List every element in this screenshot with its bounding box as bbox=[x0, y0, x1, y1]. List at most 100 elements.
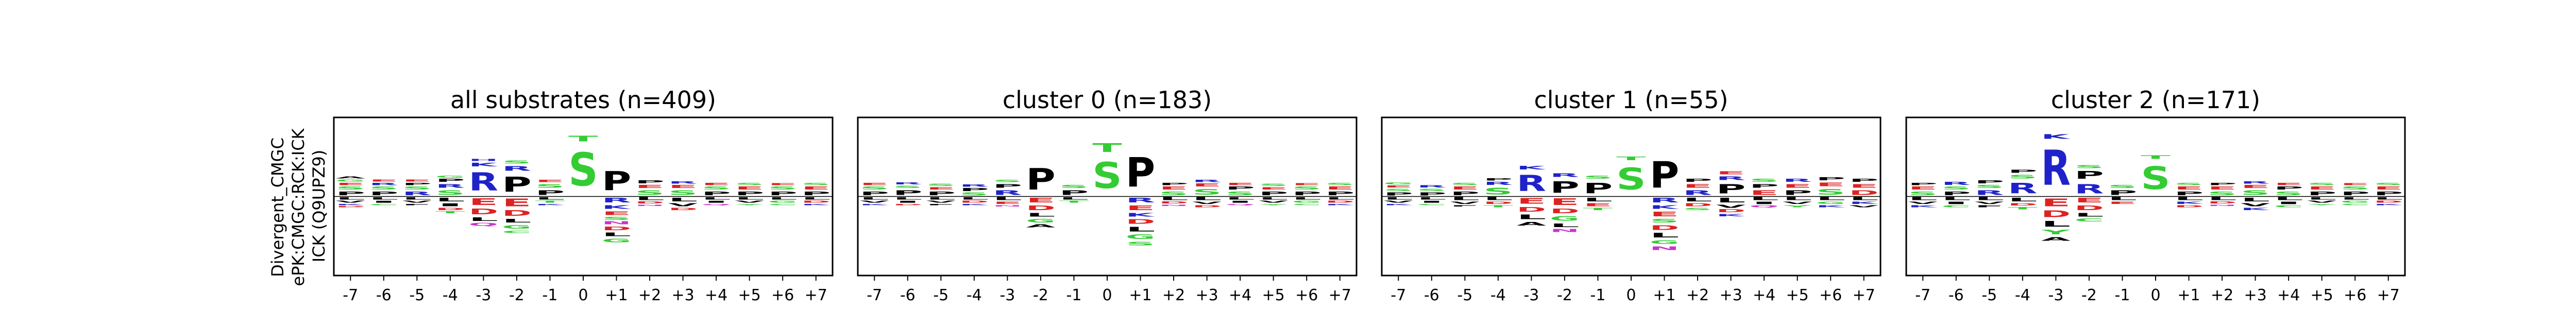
logo-letter: L bbox=[469, 216, 498, 222]
logo-letter: N bbox=[602, 221, 631, 226]
logo-letter: S bbox=[893, 185, 922, 188]
logo-letter: S bbox=[602, 216, 631, 221]
logo-letter: S bbox=[1159, 191, 1188, 197]
logo-letter: D bbox=[1550, 207, 1579, 215]
logo-letter: V bbox=[1450, 201, 1480, 204]
logo-letter: V bbox=[402, 200, 432, 203]
logo-letter: L bbox=[602, 231, 631, 237]
x-tick-label: -5 bbox=[409, 286, 425, 304]
logo-letter: E bbox=[1026, 197, 1055, 204]
x-tick-label: +7 bbox=[1329, 286, 1351, 304]
logo-letter: D bbox=[1716, 209, 1745, 213]
logo-letter: N bbox=[1550, 229, 1579, 233]
x-tick-label: +5 bbox=[2311, 286, 2333, 304]
logo-letter: A bbox=[1517, 221, 1546, 227]
logo-letter: P bbox=[2274, 186, 2303, 191]
logo-letter: L bbox=[2274, 197, 2303, 201]
logo-letter: L bbox=[1849, 197, 1878, 201]
logo-letter: E bbox=[2340, 183, 2369, 186]
logo-letter: I bbox=[435, 202, 465, 207]
logo-letter: E bbox=[2108, 201, 2137, 205]
logo-letter: E bbox=[1683, 183, 1712, 189]
x-tick-label: -4 bbox=[967, 286, 982, 304]
logo-letter: H bbox=[469, 159, 498, 162]
logo-letter: P bbox=[2074, 169, 2104, 181]
x-tick-label: -1 bbox=[2115, 286, 2130, 304]
logo-letter: S bbox=[1126, 241, 1155, 247]
logo-letter: L bbox=[1941, 197, 1971, 201]
logo-letter: P bbox=[1292, 191, 1321, 197]
logo-letter: R bbox=[502, 164, 531, 172]
x-tick-label: 0 bbox=[578, 286, 588, 304]
logo-letter: S bbox=[435, 189, 465, 197]
x-tick-label: +3 bbox=[1719, 286, 1742, 304]
logo-letter: P bbox=[1749, 183, 1778, 189]
plot-frame bbox=[333, 116, 834, 277]
logo-letter: E bbox=[469, 197, 498, 207]
logo-letter: G bbox=[602, 237, 631, 244]
logo-letter: L bbox=[2008, 197, 2037, 203]
logo-letter: L bbox=[2241, 197, 2270, 203]
logo-letter: P bbox=[768, 191, 797, 197]
logo-letter: V bbox=[926, 200, 956, 203]
logo-letter: D bbox=[1159, 201, 1188, 204]
x-tick-label: -3 bbox=[476, 286, 491, 304]
logo-letter: I bbox=[369, 200, 398, 203]
logo-letter: E bbox=[402, 179, 432, 182]
x-tick-label: -2 bbox=[1033, 286, 1048, 304]
logo-letter: E bbox=[1159, 186, 1188, 191]
logo-letter: E bbox=[926, 186, 956, 190]
logo-letter: S bbox=[959, 192, 989, 197]
x-tick-label: -2 bbox=[1557, 286, 1572, 304]
logo-letter: L bbox=[2174, 197, 2204, 201]
logo-letter: T bbox=[1616, 156, 1646, 162]
logo-letter: K bbox=[1849, 201, 1879, 204]
logo-letter: E bbox=[1225, 182, 1255, 186]
plot-frame bbox=[1381, 116, 1882, 277]
logo-letter: D bbox=[336, 205, 365, 208]
logo-letter: S bbox=[1683, 207, 1712, 211]
y-axis-label-line-3: ICK (Q9UPZ9) bbox=[309, 150, 329, 262]
logo-letter: V bbox=[1192, 201, 1222, 204]
logo-letter: V bbox=[1259, 200, 1289, 203]
logo-letter: V bbox=[860, 200, 890, 203]
logo-letter: E bbox=[701, 182, 731, 186]
logo-letter: G bbox=[1126, 233, 1155, 241]
y-axis-label: Divergent_CMGC ePK:CMGC:RCK:ICK ICK (Q9U… bbox=[268, 126, 329, 286]
logo-letter: G bbox=[2340, 200, 2369, 203]
logo-letter: F bbox=[926, 203, 956, 205]
logo-letter: G bbox=[1292, 200, 1321, 203]
logo-letter: E bbox=[860, 182, 889, 186]
x-tick-label: -1 bbox=[1066, 286, 1082, 304]
logo-letter: P bbox=[1941, 191, 1971, 197]
logo-letter: P bbox=[535, 189, 565, 197]
x-tick-label: -4 bbox=[443, 286, 458, 304]
panel-title: cluster 1 (n=55) bbox=[1534, 86, 1728, 114]
logo-letter: S bbox=[2307, 182, 2336, 186]
logo-letter: S bbox=[402, 186, 432, 191]
logo-letter: P bbox=[1816, 177, 1845, 181]
logo-letter: S bbox=[369, 186, 398, 191]
logo-letter: R bbox=[1550, 172, 1579, 178]
logo-letter: R bbox=[1517, 171, 1546, 196]
logo-letter: D bbox=[2008, 202, 2037, 206]
logo-letter: D bbox=[635, 201, 664, 204]
logo-letter: R bbox=[402, 191, 432, 197]
logo-letter: R bbox=[893, 182, 922, 185]
logo-letter: D bbox=[1192, 205, 1222, 208]
logo-letter: L bbox=[1450, 197, 1480, 201]
logo-letter: F bbox=[1975, 205, 2004, 208]
logo-letter: L bbox=[1550, 222, 1579, 229]
logo-letter: S bbox=[735, 182, 764, 186]
logo-letter: V bbox=[1975, 201, 2005, 204]
logo-letter: L bbox=[1126, 226, 1155, 233]
x-tick-label: -7 bbox=[343, 286, 358, 304]
logo-letter: L bbox=[635, 197, 664, 201]
logo-letter: S bbox=[2340, 186, 2369, 191]
logo-letter: L bbox=[1292, 197, 1321, 200]
logo-letter: C bbox=[2340, 203, 2369, 205]
logo-letter: S bbox=[1192, 187, 1222, 197]
logo-letter: T bbox=[435, 211, 465, 214]
logo-letter: V bbox=[735, 200, 765, 203]
